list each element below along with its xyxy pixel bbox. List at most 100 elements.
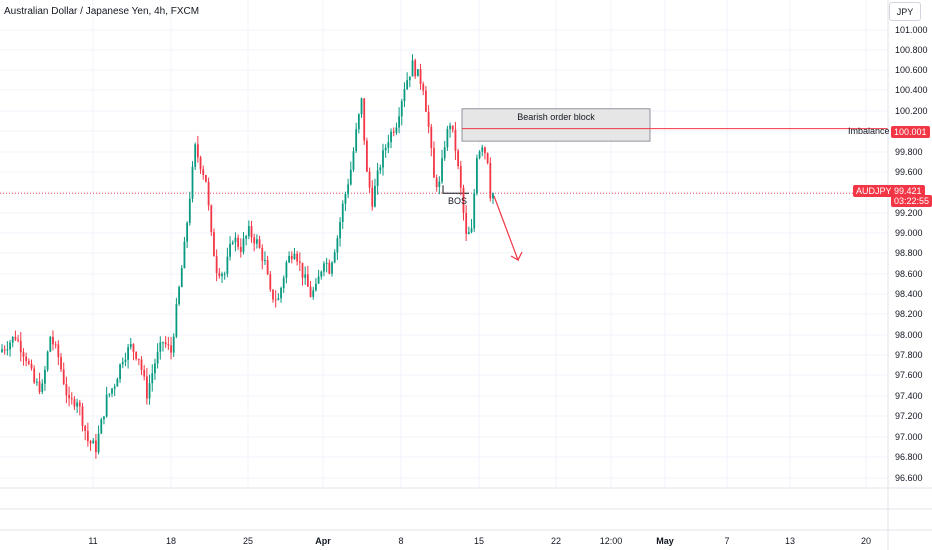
candle-body	[400, 101, 403, 117]
candle-body	[218, 273, 221, 277]
y-tick-label: 99.200	[895, 208, 923, 218]
candle-body	[100, 419, 103, 434]
candle-body	[196, 144, 199, 158]
candle-body	[202, 169, 205, 176]
candle-body	[333, 252, 336, 263]
candle-body	[459, 166, 462, 188]
candle-body	[167, 344, 170, 346]
candle-body	[451, 125, 454, 130]
candle-body	[52, 336, 54, 345]
candle-body	[178, 287, 180, 305]
symbol-tag: AUDJPY	[853, 185, 895, 197]
candle-body	[277, 298, 280, 300]
candle-body	[119, 364, 121, 380]
candle-body	[215, 256, 218, 274]
candle-body	[467, 232, 470, 234]
candle-body	[341, 203, 344, 222]
candle-body	[35, 381, 38, 383]
bearish-order-block[interactable]	[461, 108, 651, 142]
candle-body	[1, 349, 3, 352]
candle-body	[478, 151, 481, 159]
candle-body	[38, 381, 41, 392]
y-tick-label: 100.600	[895, 65, 928, 75]
y-tick-label: 99.800	[895, 147, 923, 157]
y-tick-label: 97.000	[895, 432, 923, 442]
candle-body	[81, 406, 84, 426]
candle-body	[379, 167, 382, 171]
candle-body	[320, 271, 323, 277]
candle-body	[95, 440, 97, 453]
currency-button[interactable]: JPY	[889, 2, 921, 21]
candle-body	[473, 193, 476, 229]
candle-body	[288, 255, 290, 263]
candle-body	[194, 144, 197, 167]
candle-body	[443, 147, 446, 159]
candle-body	[6, 349, 9, 351]
candle-body	[65, 383, 68, 396]
candle-body	[484, 147, 486, 154]
y-tick-label: 99.000	[895, 228, 923, 238]
candle-body	[347, 184, 350, 195]
candle-body	[247, 226, 250, 237]
candle-body	[376, 170, 379, 186]
candle-body	[162, 342, 164, 344]
candle-body	[449, 125, 451, 130]
candle-body	[416, 69, 419, 77]
candle-body	[207, 181, 210, 206]
candle-body	[221, 273, 223, 277]
candle-body	[22, 352, 25, 357]
y-tick-label: 98.200	[895, 309, 923, 319]
candle-body	[371, 187, 374, 207]
candle-body	[344, 194, 347, 204]
candle-body	[188, 198, 191, 223]
candle-body	[438, 181, 441, 187]
candle-body	[425, 90, 427, 112]
candle-body	[78, 402, 81, 407]
candle-body	[180, 268, 183, 288]
candle-body	[258, 239, 261, 248]
projection-arrow[interactable]	[493, 195, 523, 262]
candle-body	[492, 193, 494, 199]
candle-body	[306, 274, 309, 287]
candles	[1, 54, 494, 459]
candle-body	[183, 241, 186, 269]
candle-body	[395, 127, 398, 133]
candle-body	[433, 148, 435, 178]
candle-body	[384, 147, 387, 151]
candle-body	[124, 359, 127, 363]
candle-body	[154, 363, 156, 374]
candle-body	[175, 304, 178, 337]
candle-body	[9, 342, 11, 350]
candle-body	[336, 238, 339, 253]
candle-body	[363, 98, 366, 141]
candle-body	[143, 370, 146, 377]
x-tick-label: 15	[474, 536, 484, 546]
y-tick-label: 97.400	[895, 391, 923, 401]
candle-body	[92, 440, 95, 444]
candle-body	[454, 129, 457, 151]
candle-body	[419, 69, 422, 85]
candle-body	[481, 147, 484, 152]
candle-body	[285, 262, 288, 278]
candle-body	[457, 150, 460, 167]
bos-label: BOS	[448, 196, 468, 206]
candle-body	[304, 274, 307, 278]
x-tick-label: 25	[243, 536, 253, 546]
x-tick-label: 7	[724, 536, 729, 546]
y-tick-label: 96.800	[895, 452, 923, 462]
candle-body	[355, 129, 358, 152]
candle-body	[68, 395, 70, 399]
candle-body	[382, 150, 384, 168]
y-tick-label: 97.600	[895, 370, 923, 380]
candle-body	[105, 394, 108, 417]
x-tick-label: 22	[551, 536, 561, 546]
candle-body	[213, 232, 215, 257]
candle-body	[135, 351, 138, 359]
candle-body	[266, 260, 269, 275]
candle-body	[57, 344, 60, 358]
candle-body	[111, 388, 113, 394]
x-tick-label: 20	[861, 536, 871, 546]
candle-body	[422, 84, 425, 91]
candle-body	[156, 351, 159, 364]
